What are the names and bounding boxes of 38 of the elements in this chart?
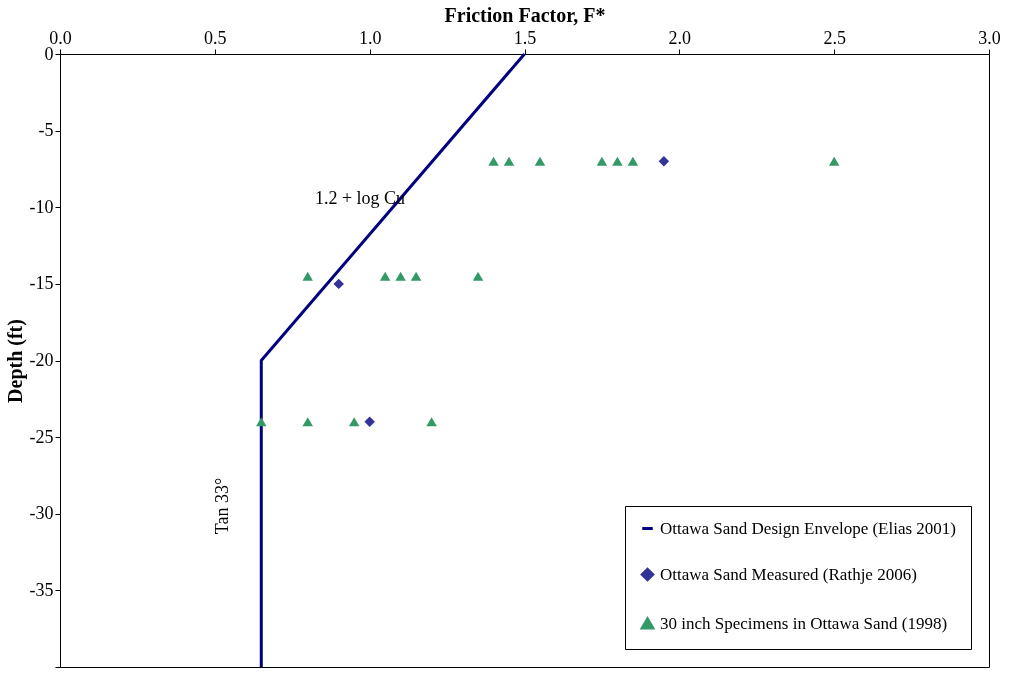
x-tick-label: 2.5 [823,27,846,48]
y-tick-label: -15 [29,273,54,294]
y-tick-label: -10 [29,196,54,217]
x-tick-label: 1.0 [358,27,382,48]
annotation: Tan 33° [212,477,232,535]
x-tick-label: 0.5 [204,27,227,48]
point [256,417,267,427]
x-tick-label: 3.0 [978,27,1001,48]
y-tick-label: -30 [29,503,54,524]
point [302,417,313,427]
y-tick-label: -25 [29,426,54,447]
point [426,417,437,427]
point [828,156,840,166]
y-axis-title: Depth (ft) [3,319,27,403]
point [379,271,391,281]
y-tick-label: -20 [29,350,54,370]
legend-label: Ottawa Sand Design Envelope (Elias 2001) [660,518,957,538]
y-tick-label: -5 [38,120,54,141]
point [612,156,623,166]
legend-label: 30 inch Specimens in Ottawa Sand (1998) [660,613,948,633]
point [395,271,406,281]
point [348,417,360,427]
point [364,416,375,428]
x-axis-title: Friction Factor, F* [444,3,606,26]
x-tick-label: 2.0 [668,27,692,48]
y-tick-label: -35 [29,579,54,600]
legend-label: Ottawa Sand Measured (Rathje 2006) [660,564,917,584]
point [472,271,484,281]
point [410,271,422,281]
point [333,278,344,290]
point [302,271,313,281]
point [503,156,515,166]
x-tick-label: 1.5 [513,27,537,48]
point [627,156,639,166]
point [488,156,499,166]
point [658,156,670,167]
point [534,156,546,166]
point [596,156,608,166]
